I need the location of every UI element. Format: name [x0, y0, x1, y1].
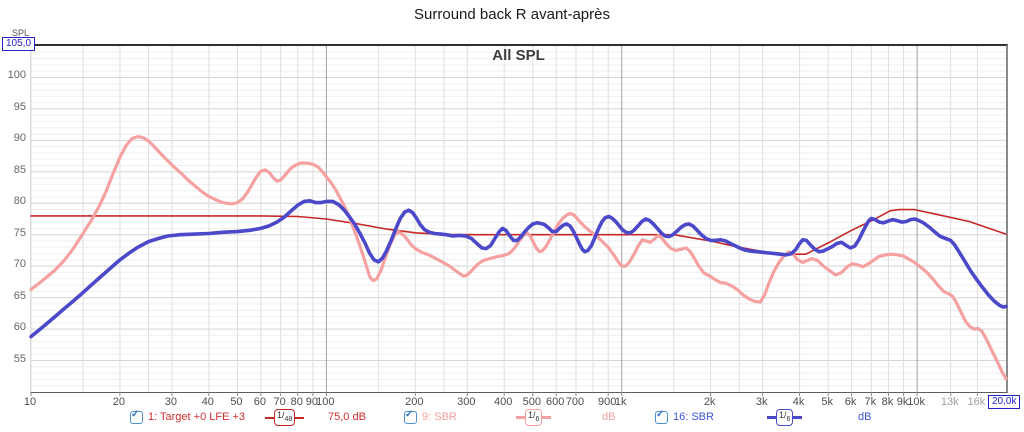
x-tick-label: 1k	[614, 396, 627, 408]
x-tick-label: 200	[405, 396, 424, 408]
legend-checkbox[interactable]: ✓	[404, 409, 417, 424]
x-tick-label: 60	[253, 396, 266, 408]
x-tick-label: 5k	[821, 396, 833, 408]
y-tick-label: 80	[13, 195, 26, 208]
x-tick-label: 10k	[907, 396, 925, 408]
chart-title: All SPL	[492, 47, 545, 64]
check-icon: ✓	[131, 409, 140, 420]
x-tick-label: 100	[316, 396, 335, 408]
legend-entry-sbr-after: ✓ 16: SBR 1/6 dB	[655, 409, 872, 426]
x-axis-max-input[interactable]: 20,0k	[988, 395, 1021, 409]
x-tick-label: 900	[598, 396, 617, 408]
x-tick-label: 9k	[896, 396, 909, 408]
x-tick-label: 16k	[967, 396, 986, 408]
x-tick-label: 500	[522, 396, 541, 408]
x-tick-label: 300	[457, 396, 476, 408]
x-tick-label: 13k	[940, 396, 959, 408]
x-tick-label: 400	[494, 396, 513, 408]
y-tick-label: 85	[13, 163, 26, 176]
grid	[30, 46, 1006, 396]
line-sample-icon	[542, 416, 552, 419]
x-tick-label: 2k	[703, 396, 716, 408]
check-icon: ✓	[405, 409, 414, 420]
x-tick-label: 6k	[844, 396, 857, 408]
x-tick-label: 80	[290, 396, 303, 408]
y-tick-label: 70	[13, 258, 26, 271]
y-tick-label: 90	[13, 132, 26, 145]
legend-label[interactable]: 1: Target +0 LFE +3	[148, 411, 246, 423]
x-tick-label: 90	[305, 396, 318, 408]
smoothing-indicator[interactable]: 1/6	[767, 409, 803, 426]
x-tick-label: 20	[112, 396, 126, 408]
y-axis-max-input[interactable]: 105,0	[2, 37, 36, 51]
line-sample-icon	[295, 416, 305, 419]
legend-entry-sbr-before: ✓ 9: SBR 1/6 dB	[404, 409, 619, 426]
smoothing-fraction: 1/6	[776, 409, 794, 426]
x-tick-label: 3k	[755, 396, 768, 408]
y-axis-title: SPL	[12, 28, 30, 38]
x-tick-label: 50	[230, 396, 243, 408]
x-tick-label: 8k	[881, 396, 894, 408]
line-sample-icon	[265, 416, 274, 419]
legend-checkbox[interactable]: ✓	[130, 409, 143, 424]
legend-value: dB	[858, 411, 872, 423]
legend-value: 75,0 dB	[328, 411, 366, 423]
x-tick-label: 7k	[864, 396, 877, 408]
legend-checkbox[interactable]: ✓	[655, 409, 668, 424]
plot-area: All SPL	[29, 44, 1008, 396]
y-tick-label: 55	[13, 352, 26, 365]
line-sample-icon	[516, 416, 525, 419]
y-tick-label: 60	[13, 321, 26, 334]
smoothing-fraction: 1/48	[274, 409, 296, 426]
line-sample-icon	[767, 416, 776, 419]
x-tick-label: 30	[164, 396, 178, 408]
line-sample-icon	[793, 416, 803, 419]
page-title: Surround back R avant-après	[414, 6, 610, 23]
x-tick-label: 10	[23, 396, 37, 408]
y-tick-label: 100	[7, 69, 26, 82]
y-tick-label: 95	[13, 100, 26, 113]
x-tick-label: 700	[565, 396, 585, 408]
x-tick-label: 4k	[792, 396, 805, 408]
x-tick-label: 600	[546, 396, 565, 408]
x-tick-label: 40	[201, 396, 214, 408]
y-tick-label: 65	[13, 289, 26, 302]
legend-entry-target: ✓ 1: Target +0 LFE +3 1/48 75,0 dB	[130, 409, 370, 426]
legend-label[interactable]: 9: SBR	[422, 411, 457, 423]
check-icon: ✓	[656, 409, 665, 420]
smoothing-indicator[interactable]: 1/6	[516, 409, 552, 426]
legend-label[interactable]: 16: SBR	[673, 411, 714, 423]
curves	[29, 135, 1008, 381]
smoothing-indicator[interactable]: 1/48	[265, 409, 305, 426]
y-tick-label: 75	[13, 226, 26, 239]
legend-value: dB	[602, 411, 616, 423]
smoothing-fraction: 1/6	[525, 409, 543, 426]
x-tick-label: 70	[273, 396, 286, 408]
